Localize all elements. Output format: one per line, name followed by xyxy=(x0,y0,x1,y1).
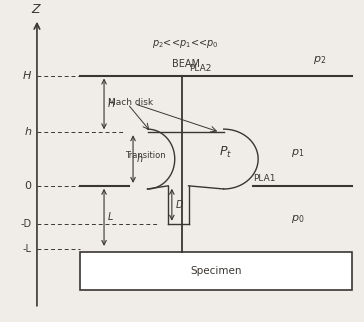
Text: Specimen: Specimen xyxy=(191,266,242,276)
Text: BEAM: BEAM xyxy=(172,59,199,69)
Text: PLA2: PLA2 xyxy=(189,64,211,73)
Text: Z: Z xyxy=(31,3,39,16)
Text: Mach disk: Mach disk xyxy=(108,98,153,107)
Text: Transition: Transition xyxy=(126,151,166,160)
Text: $p_2$: $p_2$ xyxy=(313,54,327,66)
Text: H: H xyxy=(23,71,32,80)
Text: -L: -L xyxy=(23,244,32,254)
Text: PLA1: PLA1 xyxy=(253,174,275,183)
Bar xyxy=(80,252,352,290)
Text: H: H xyxy=(108,99,115,109)
Text: -D: -D xyxy=(20,219,32,229)
Text: $p_2$<<$p_1$<<$p_0$: $p_2$<<$p_1$<<$p_0$ xyxy=(153,37,219,50)
Text: h: h xyxy=(136,154,143,164)
Text: $P_t$: $P_t$ xyxy=(219,145,232,160)
Text: $p_0$: $p_0$ xyxy=(291,213,305,225)
Text: h: h xyxy=(24,127,32,137)
Text: D: D xyxy=(175,200,183,210)
Text: L: L xyxy=(108,212,113,222)
Text: $p_1$: $p_1$ xyxy=(291,147,305,159)
Text: 0: 0 xyxy=(24,181,32,191)
